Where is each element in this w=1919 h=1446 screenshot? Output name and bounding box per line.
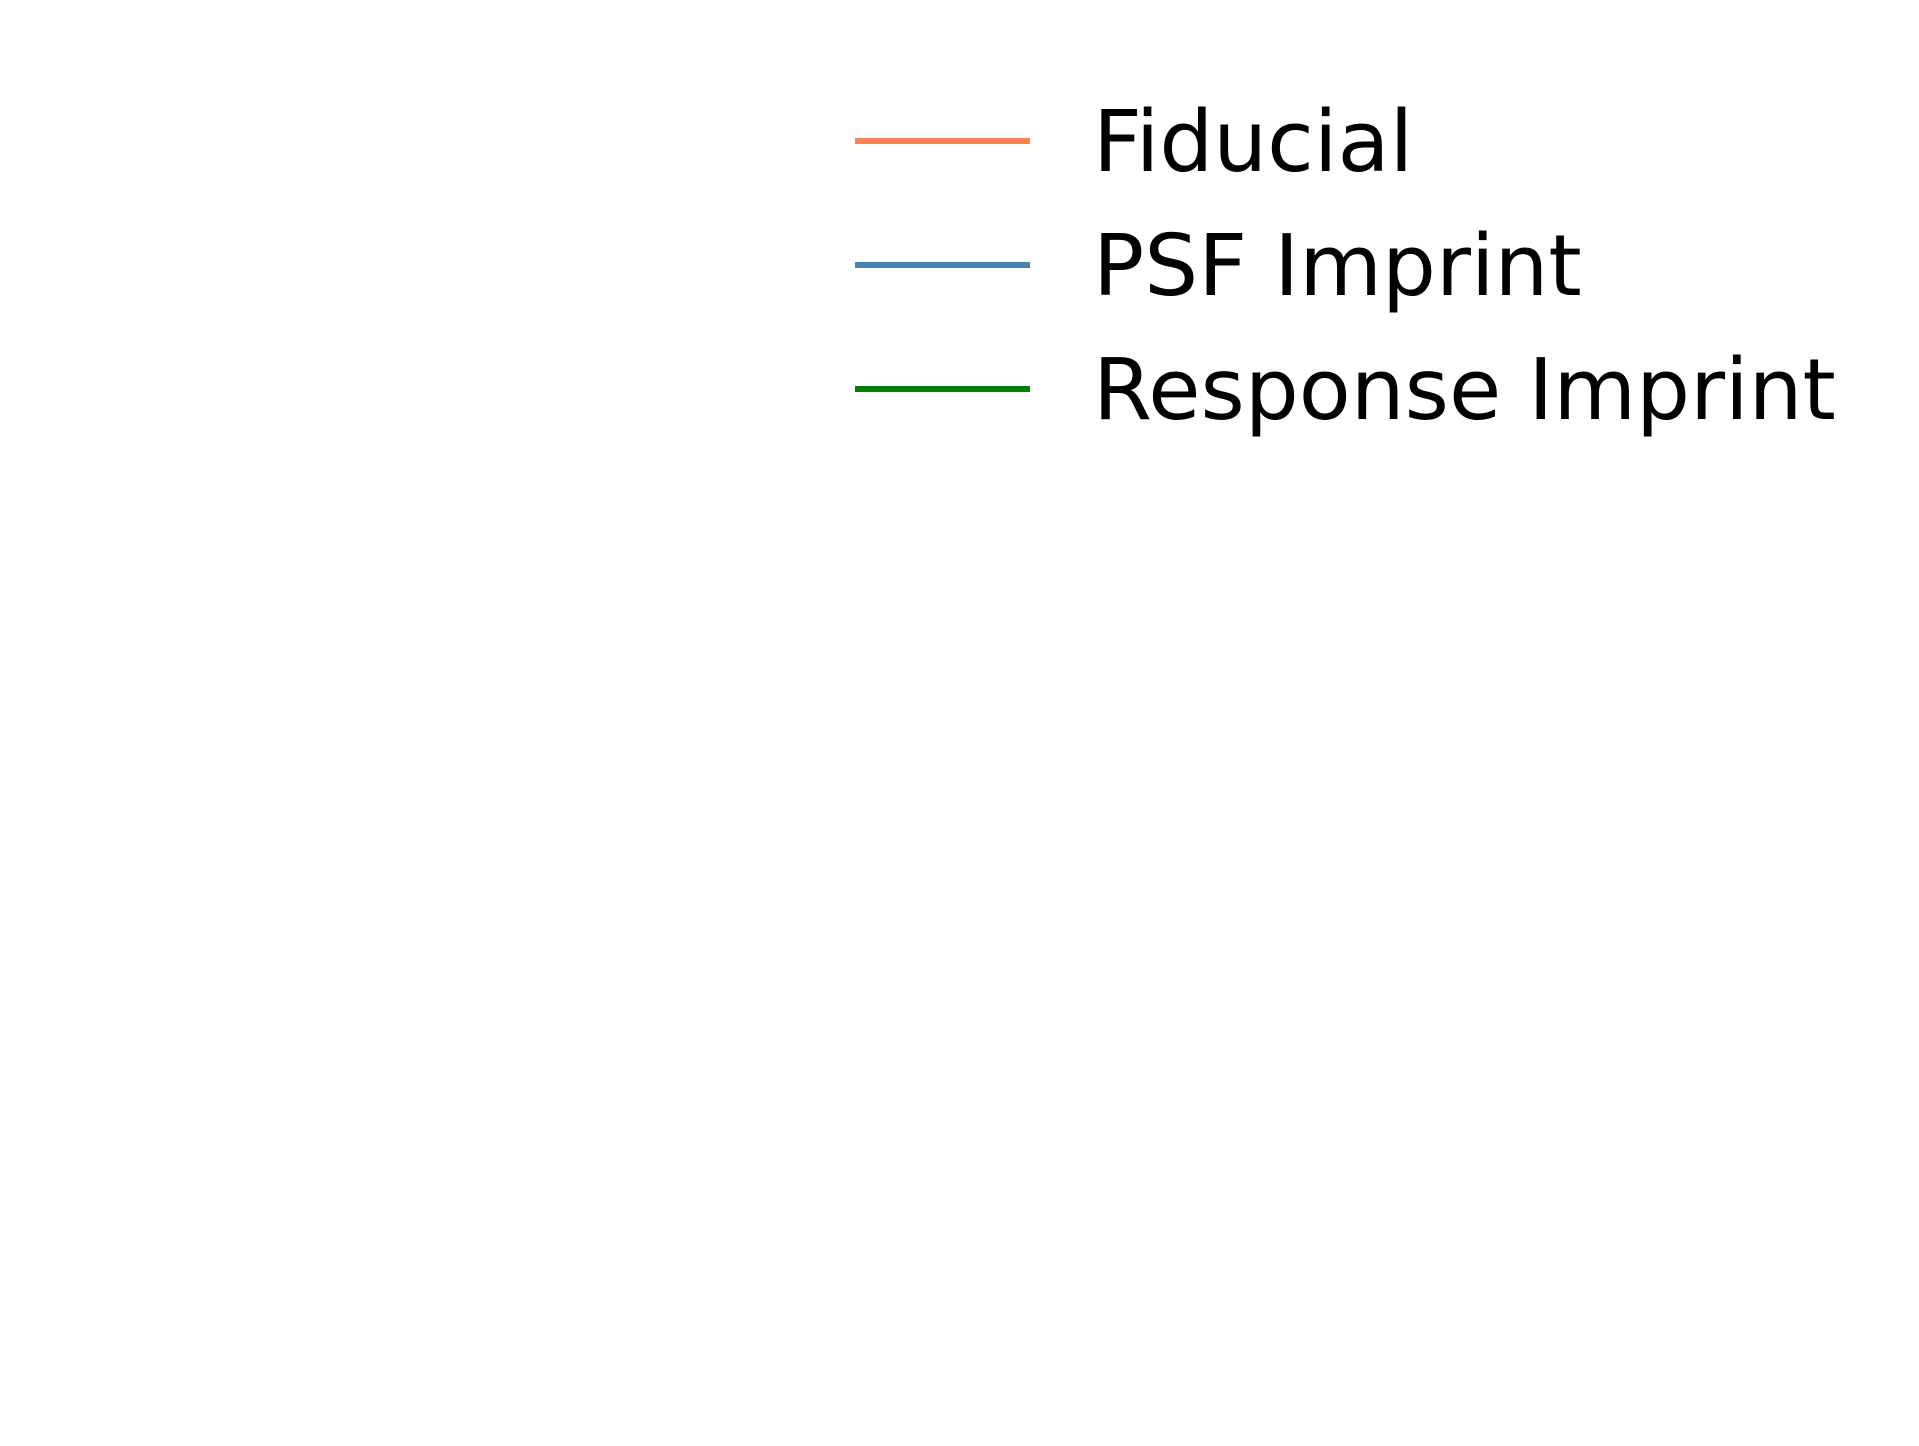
legend-entry: PSF Imprint	[855, 217, 1582, 316]
legend-label: Response Imprint	[1093, 341, 1836, 440]
legend-label: Fiducial	[1093, 93, 1413, 192]
legend-label: PSF Imprint	[1093, 217, 1582, 316]
legend-entry: Response Imprint	[855, 341, 1836, 440]
legend: Fiducial PSF Imprint Response Imprint	[855, 93, 1836, 440]
legend-entry: Fiducial	[855, 93, 1413, 192]
